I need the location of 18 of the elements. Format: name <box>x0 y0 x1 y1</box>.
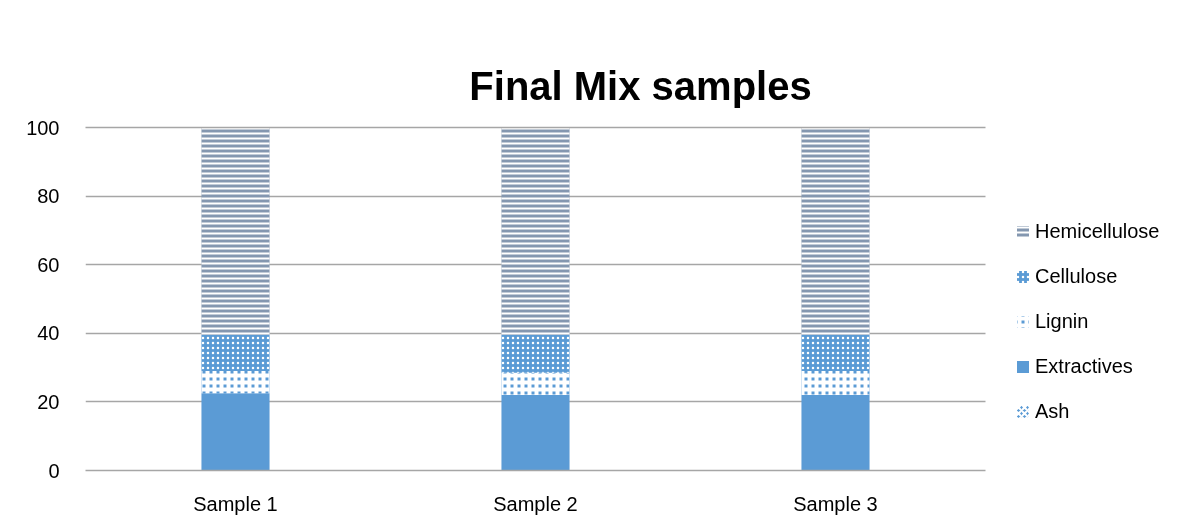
chart-title: Final Mix samples <box>469 63 812 108</box>
bar <box>801 395 870 471</box>
y-tick-label: 0 <box>48 459 60 482</box>
legend-label: Extractives <box>1035 355 1133 378</box>
legend-label: Cellulose <box>1035 265 1118 288</box>
y-tick-label: 100 <box>26 116 60 139</box>
x-tick-label: Sample 1 <box>193 492 278 515</box>
legend-label: Lignin <box>1035 310 1089 333</box>
x-tick-label: Sample 2 <box>493 492 578 515</box>
y-tick-label: 80 <box>37 185 60 208</box>
legend-label: Ash <box>1035 400 1070 423</box>
y-tick-label: 40 <box>37 322 60 345</box>
y-tick-label: 20 <box>37 390 60 413</box>
bar <box>501 395 570 471</box>
bar <box>201 393 270 471</box>
legend-label: Hemicellulose <box>1035 220 1160 243</box>
x-tick-label: Sample 3 <box>793 492 878 515</box>
y-tick-label: 60 <box>37 253 60 276</box>
